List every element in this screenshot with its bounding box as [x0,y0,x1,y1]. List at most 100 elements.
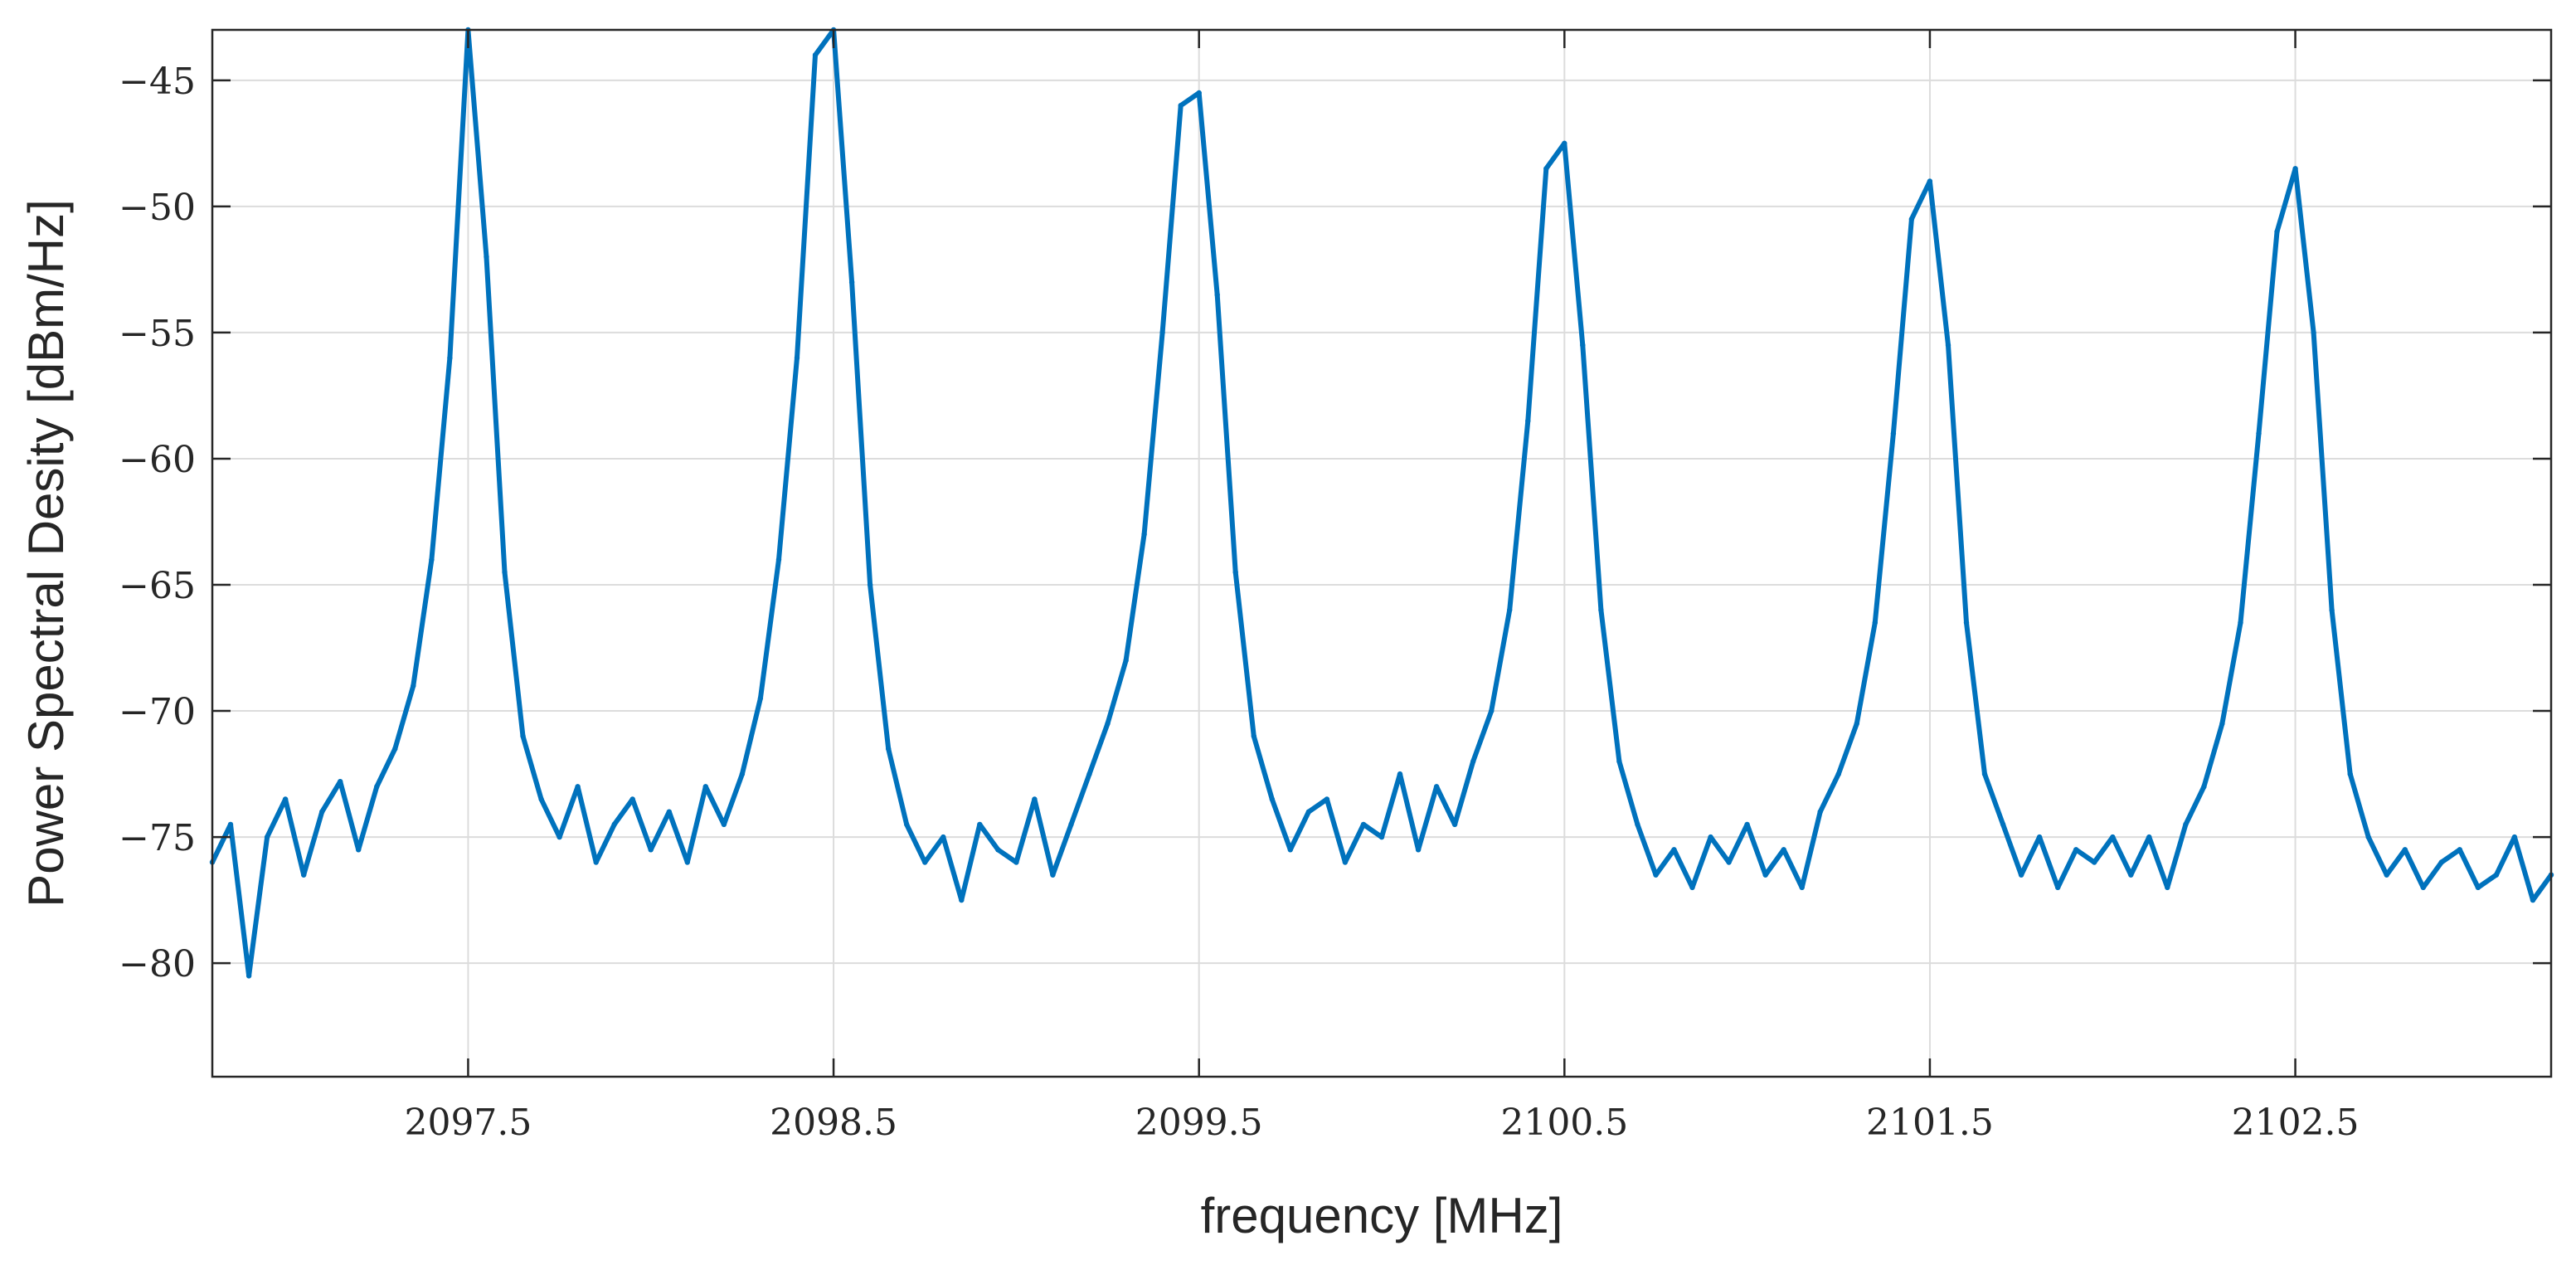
psd-data-point [611,821,617,828]
psd-data-point [2018,872,2024,878]
psd-data-point [2347,771,2353,777]
psd-data-point [1671,847,1677,853]
psd-data-point [886,746,892,752]
psd-data-point [629,796,635,802]
psd-data-point [484,254,489,260]
y-tick-label: −55 [119,313,196,355]
psd-data-point [2055,884,2061,891]
psd-data-point [502,569,508,575]
psd-data-point [429,557,435,562]
psd-data-point [2292,166,2298,172]
psd-data-point [1580,342,1586,348]
psd-data-point [245,973,252,979]
psd-data-point [538,796,544,802]
psd-data-point [2128,872,2134,878]
series-layer [209,27,2554,979]
x-tick-label: 2098.5 [770,1102,897,1144]
x-tick-label: 2097.5 [404,1102,532,1144]
psd-data-point [977,821,983,828]
psd-data-point [2110,834,2116,840]
y-axis-title: Power Spectral Desity [dBm/Hz] [18,199,74,907]
psd-data-point [1872,620,1878,625]
psd-data-point [1890,431,1897,436]
psd-data-point [2311,329,2316,336]
psd-data-point [2457,847,2462,853]
y-tick-label: −80 [119,943,196,985]
psd-data-point [2420,884,2426,891]
psd-data-point [1360,821,1367,828]
psd-data-point [2183,821,2189,828]
psd-data-point [1050,872,1056,878]
psd-data-point [995,847,1001,853]
psd-data-point [2530,897,2536,903]
psd-data-point [2000,821,2006,828]
psd-data-point [2329,607,2335,613]
y-tick-label: −70 [119,691,196,733]
psd-data-point [1196,90,1202,96]
y-tick-label: −65 [119,565,196,607]
psd-data-point [1232,569,1238,575]
y-tick-label: −60 [119,439,196,481]
psd-data-point [2238,620,2243,625]
psd-data-point [848,279,855,285]
psd-data-point [1835,771,1841,777]
psd-data-point [940,834,946,840]
psd-data-point [1251,733,1257,739]
psd-data-point [1178,103,1184,109]
psd-data-point [374,784,380,790]
psd-data-point [867,581,873,588]
psd-data-point [1598,607,1604,613]
psd-data-point [757,695,764,702]
psd-data-point [1032,796,1038,802]
psd-data-point [904,821,910,828]
psd-data-point [2219,721,2225,727]
psd-data-point [411,683,416,688]
psd-data-point [1908,216,1915,222]
psd-data-point [1141,532,1147,538]
x-tick-label: 2099.5 [1135,1102,1263,1144]
psd-data-point [2165,884,2170,891]
psd-data-point [1105,721,1111,727]
psd-data-point [1086,771,1092,777]
psd-data-point [1342,859,1349,865]
psd-data-point [2146,834,2152,840]
psd-data-point [1013,859,1019,865]
x-tick-label: 2101.5 [1866,1102,1994,1144]
psd-data-point [338,779,343,785]
psd-data-point [775,557,782,562]
y-tick-label: −50 [119,187,196,229]
psd-data-point [1451,821,1458,828]
psd-data-point [227,821,234,828]
psd-data-point [264,834,270,840]
psd-data-point [922,859,928,865]
psd-data-point [1214,292,1220,298]
psd-data-point [1726,859,1732,865]
psd-data-point [301,872,307,878]
psd-data-point [684,859,690,865]
psd-data-point [2402,847,2408,853]
psd-data-point [2036,834,2043,840]
psd-data-point [1068,821,1074,828]
psd-data-point [1415,847,1422,853]
psd-data-point [666,809,672,815]
psd-data-point [2256,431,2262,436]
psd-data-point [1507,607,1513,613]
psd-data-point [2511,834,2518,840]
psd-data-point [2438,859,2444,865]
psd-data-point [1378,834,1385,840]
psd-data-point [319,809,325,815]
tick-labels: 2097.5 2098.5 2099.5 2100.5 2101.5 2102.5 −45 −… [119,61,2359,1144]
psd-data-point [557,834,562,840]
psd-data-point [356,847,362,853]
psd-data-point [1963,620,1970,625]
ticks [212,30,2551,1077]
psd-data-point [1744,821,1750,828]
psd-data-point [959,897,965,903]
psd-data-point [2092,859,2097,865]
psd-data-point [1269,796,1276,802]
psd-data-point [447,355,453,361]
psd-data-point [2493,872,2500,878]
psd-data-point [1927,178,1933,184]
psd-data-point [575,784,581,790]
